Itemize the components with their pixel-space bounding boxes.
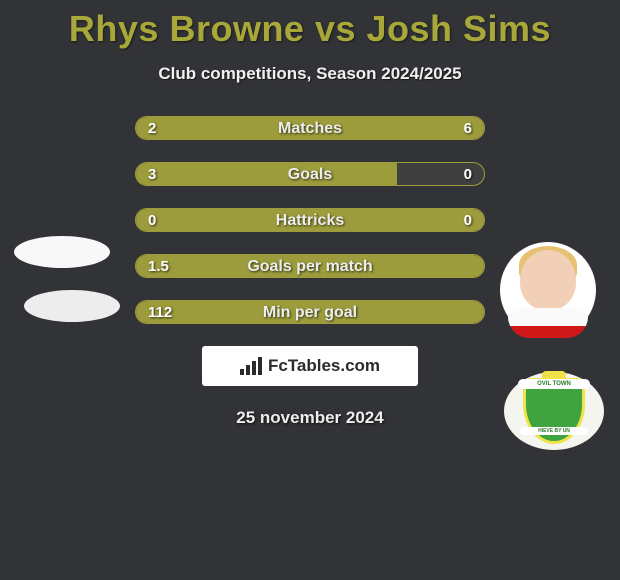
bar-fill-left <box>136 117 223 139</box>
bar-fill-full <box>136 255 484 277</box>
metric-row: 00Hattricks <box>0 208 620 232</box>
brand-text: FcTables.com <box>268 356 380 376</box>
bar-track: 30Goals <box>135 162 485 186</box>
comparison-widget: Rhys Browne vs Josh Sims Club competitio… <box>0 0 620 428</box>
metric-row: 26Matches <box>0 116 620 140</box>
metric-row: 30Goals <box>0 162 620 186</box>
crest-text-top: OVIL TOWN <box>518 379 590 389</box>
player-right-club-crest: OVIL TOWN HIEVE BY UN <box>504 372 604 450</box>
bar-fill-right <box>223 117 484 139</box>
metric-row: 1.5Goals per match <box>0 254 620 278</box>
subtitle: Club competitions, Season 2024/2025 <box>0 64 620 84</box>
page-title: Rhys Browne vs Josh Sims <box>0 8 620 50</box>
bar-fill-full <box>136 209 484 231</box>
bar-track: 00Hattricks <box>135 208 485 232</box>
brand-badge: FcTables.com <box>202 346 418 386</box>
value-right: 0 <box>464 163 472 186</box>
bar-fill-left <box>136 163 397 185</box>
metric-row: 112Min per goal <box>0 300 620 324</box>
bar-track: 112Min per goal <box>135 300 485 324</box>
bar-chart-icon <box>240 357 262 375</box>
crest-text-bottom: HIEVE BY UN <box>520 427 588 435</box>
bar-fill-full <box>136 301 484 323</box>
bar-track: 1.5Goals per match <box>135 254 485 278</box>
chart-area: OVIL TOWN HIEVE BY UN 26Matches30Goals00… <box>0 116 620 428</box>
bar-track: 26Matches <box>135 116 485 140</box>
